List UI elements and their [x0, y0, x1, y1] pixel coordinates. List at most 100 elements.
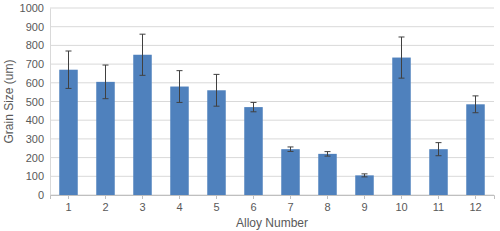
x-tick-label: 9	[361, 201, 367, 213]
y-tick-label: 300	[26, 133, 44, 145]
x-tick-mark	[253, 195, 254, 199]
y-axis-title: Grain Size (um)	[2, 59, 16, 143]
y-tick: 800	[26, 39, 50, 51]
error-bar-line	[214, 74, 220, 106]
x-tick: 5	[213, 195, 219, 213]
x-tick-mark	[105, 195, 106, 199]
y-tick-label: 800	[26, 39, 44, 51]
x-tick-mark	[401, 195, 402, 199]
x-tick: 2	[102, 195, 108, 213]
marks	[59, 34, 485, 195]
error-bar	[325, 152, 331, 156]
y-tick: 1000	[20, 2, 50, 14]
error-bar-line	[362, 174, 368, 177]
x-tick-label: 5	[213, 201, 219, 213]
x-tick: 11	[433, 195, 444, 213]
x-tick: 1	[65, 195, 71, 213]
y-tick-label: 200	[26, 152, 44, 164]
error-bar-line	[140, 34, 146, 75]
y-tick-label: 900	[26, 21, 44, 33]
y-tick: 300	[26, 133, 50, 145]
y-axis: 0 100 200 300 400 500 600 700 800 900 1000	[20, 2, 51, 201]
error-bar-line	[251, 102, 257, 111]
y-tick-label: 0	[38, 189, 44, 201]
bar	[466, 104, 485, 195]
x-axis: 123456789101112	[51, 195, 495, 213]
x-tick-mark	[216, 195, 217, 199]
y-tick: 100	[26, 170, 50, 182]
x-tick-mark	[475, 195, 476, 199]
y-tick: 200	[26, 152, 50, 164]
grid-line	[50, 26, 494, 27]
bar	[318, 154, 337, 195]
x-tick-label: 11	[433, 201, 444, 213]
x-tick-label: 10	[395, 201, 407, 213]
y-tick-label: 700	[26, 58, 44, 70]
x-tick-mark	[142, 195, 143, 199]
error-bar-line	[399, 37, 405, 78]
error-bar	[66, 51, 72, 88]
plot: 0100200300400500600700800900100012345678…	[20, 2, 495, 213]
x-tick: 8	[324, 195, 330, 213]
x-tick-mark	[438, 195, 439, 199]
x-tick: 9	[361, 195, 367, 213]
bar	[355, 175, 374, 195]
error-bar-line	[325, 152, 331, 156]
y-tick: 700	[26, 58, 50, 70]
grid-line	[50, 82, 494, 83]
error-bar	[436, 143, 442, 156]
x-tick-mark	[179, 195, 180, 199]
grid-line	[50, 45, 494, 46]
y-tick: 0	[38, 189, 50, 201]
error-bar-line	[177, 71, 183, 103]
error-bar-line	[473, 96, 479, 113]
error-bar	[214, 74, 220, 106]
error-bar	[177, 71, 183, 103]
x-tick-mark	[68, 195, 69, 199]
error-bar-line	[436, 143, 442, 156]
x-axis-title: Alloy Number	[236, 216, 308, 230]
x-tick: 12	[469, 195, 481, 213]
y-tick-label: 100	[26, 170, 44, 182]
error-bar	[473, 96, 479, 113]
grid	[50, 8, 494, 195]
y-tick-label: 500	[26, 96, 44, 108]
x-tick-label: 4	[176, 201, 182, 213]
error-bar	[399, 37, 405, 78]
y-tick: 400	[26, 114, 50, 126]
x-axis-line	[51, 196, 495, 200]
bar	[244, 107, 263, 195]
grid-line	[50, 120, 494, 121]
grid-line	[50, 138, 494, 139]
x-tick-label: 1	[65, 201, 71, 213]
x-tick-label: 2	[102, 201, 108, 213]
error-bar	[362, 174, 368, 177]
grid-line	[50, 157, 494, 158]
x-tick: 4	[176, 195, 182, 213]
error-bar	[288, 147, 294, 151]
x-tick-mark	[327, 195, 328, 199]
y-tick: 900	[26, 21, 50, 33]
y-tick-label: 600	[26, 77, 44, 89]
error-bar	[103, 65, 109, 99]
error-bar-line	[66, 51, 72, 88]
error-bar	[140, 34, 146, 75]
x-tick: 7	[287, 195, 293, 213]
grid-line	[50, 8, 494, 9]
chart: 0100200300400500600700800900100012345678…	[0, 0, 500, 231]
grid-line	[50, 64, 494, 65]
x-tick: 10	[395, 195, 407, 213]
y-tick-label: 1000	[20, 2, 44, 14]
y-tick: 500	[26, 96, 50, 108]
y-tick: 600	[26, 77, 50, 89]
grid-line	[50, 101, 494, 102]
error-bar	[251, 102, 257, 111]
x-tick-mark	[290, 195, 291, 199]
x-tick: 6	[250, 195, 256, 213]
x-tick-label: 3	[139, 201, 145, 213]
x-tick-label: 12	[469, 201, 481, 213]
x-tick-label: 8	[324, 201, 330, 213]
error-bar-line	[103, 65, 109, 99]
bar	[281, 149, 300, 195]
x-tick-label: 7	[287, 201, 293, 213]
